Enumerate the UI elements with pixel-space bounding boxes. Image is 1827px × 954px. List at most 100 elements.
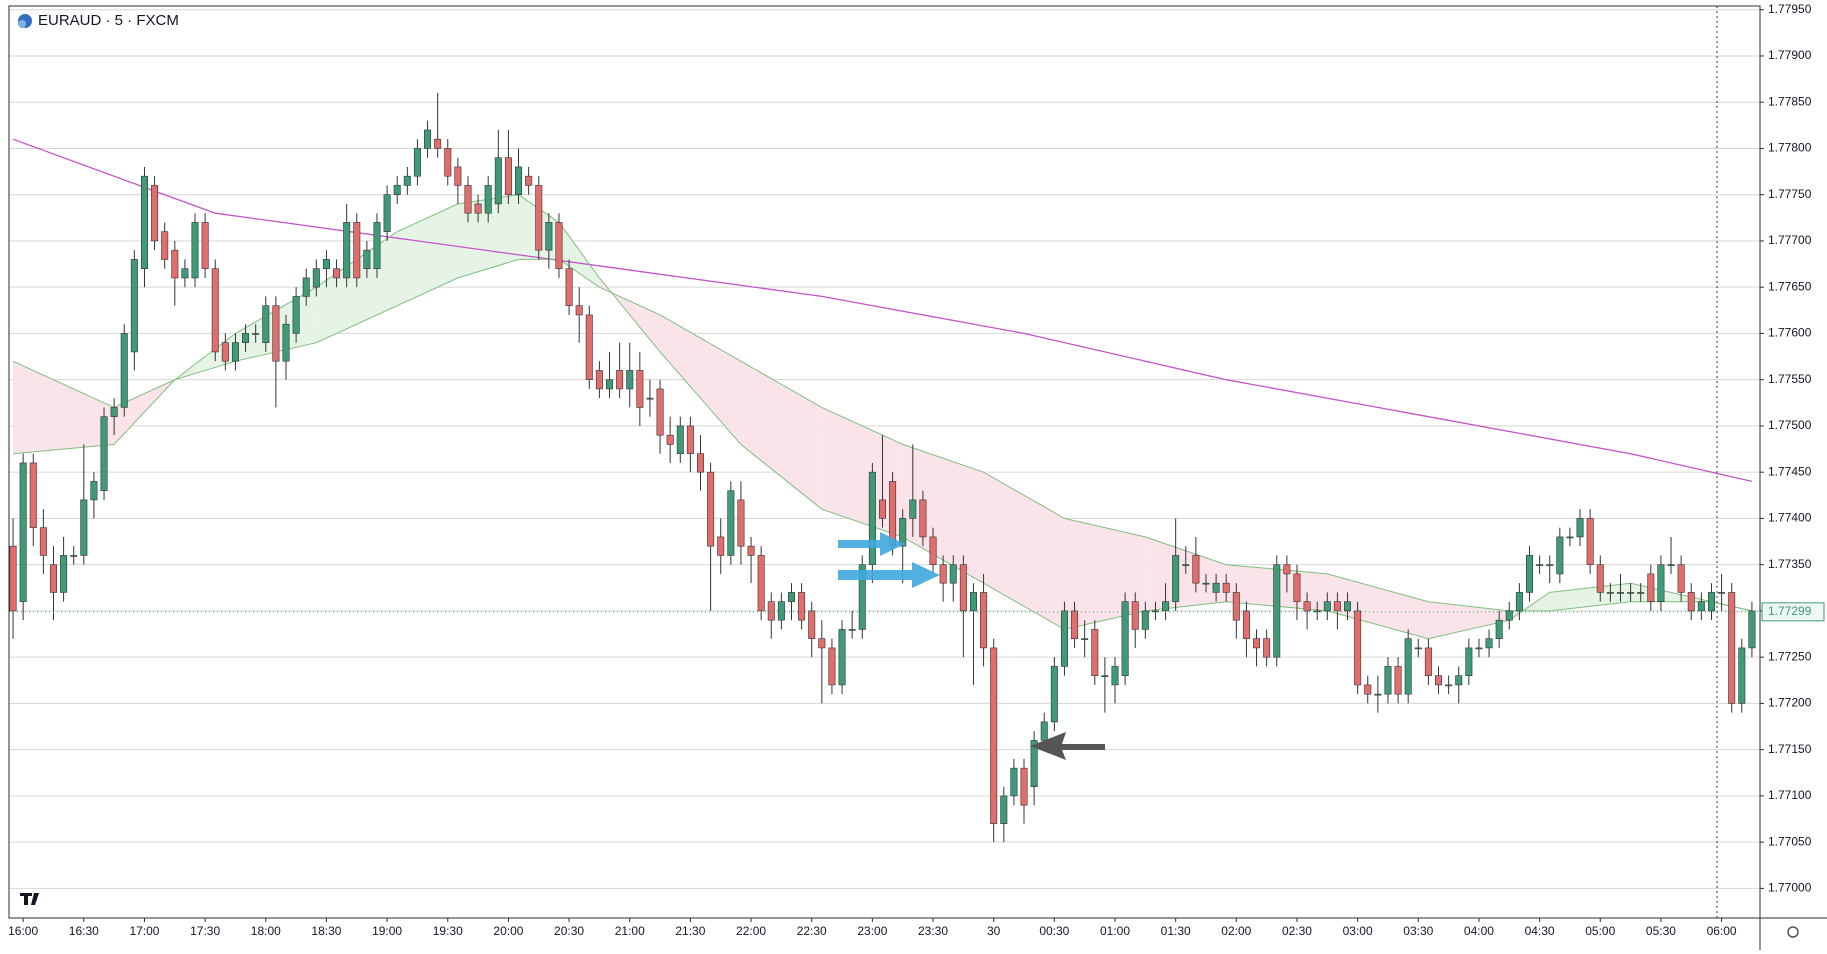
candle-body — [1707, 592, 1715, 612]
x-tick-label: 23:00 — [857, 924, 887, 938]
y-tick-label: 1.77700 — [1768, 233, 1812, 247]
candle-body — [100, 416, 108, 491]
candle-body — [949, 564, 957, 584]
candle-body — [1050, 666, 1058, 723]
band-fill — [397, 203, 458, 306]
candle-body — [312, 268, 320, 288]
x-tick-label: 02:30 — [1282, 924, 1312, 938]
candle-body — [545, 222, 553, 251]
candle-body — [39, 527, 47, 556]
candle-body — [767, 601, 775, 621]
candle-body — [1697, 601, 1705, 612]
candle-body — [211, 268, 219, 353]
candle-body — [1556, 536, 1564, 575]
last-price-box — [1761, 602, 1825, 622]
candle-body — [130, 259, 138, 353]
x-tick-label: 20:00 — [493, 924, 523, 938]
candle-body — [191, 222, 199, 279]
candle-body — [403, 175, 411, 186]
candle-body — [252, 333, 260, 335]
candle-body — [9, 545, 17, 612]
candle-body — [353, 222, 361, 279]
candle-body — [626, 370, 634, 390]
candle-body — [1515, 592, 1523, 612]
band-fill — [13, 361, 115, 454]
candle-body — [1424, 647, 1432, 676]
candle-body — [292, 296, 300, 334]
y-tick-label: 1.77150 — [1768, 742, 1812, 756]
candle-body — [747, 545, 755, 556]
candle-body — [383, 194, 391, 232]
candle-body — [1404, 638, 1412, 695]
candle-body — [1394, 666, 1402, 695]
y-tick-label: 1.77950 — [1768, 2, 1812, 16]
settings-icon[interactable] — [1787, 926, 1799, 938]
candle-body — [242, 333, 250, 343]
band-fill — [558, 222, 600, 288]
candle-body — [282, 323, 290, 362]
x-tick-label: 19:30 — [433, 924, 463, 938]
candle-body — [363, 249, 371, 269]
logo — [20, 893, 39, 905]
candle-body — [1212, 582, 1220, 593]
candle-body — [889, 481, 897, 547]
candle-body — [595, 370, 603, 390]
candle-body — [757, 555, 765, 612]
candle-body — [1172, 555, 1180, 602]
candle-body — [1435, 675, 1443, 686]
candle-body — [272, 305, 280, 362]
candle-body — [1495, 619, 1503, 639]
candle-body — [787, 592, 795, 602]
x-tick-label: 30 — [987, 924, 1001, 938]
candle-body — [1182, 564, 1190, 566]
x-tick-label: 22:30 — [797, 924, 827, 938]
candle-body — [1364, 684, 1372, 695]
y-tick-label: 1.77400 — [1768, 511, 1812, 525]
candle-body — [1485, 638, 1493, 649]
y-tick-label: 1.77050 — [1768, 834, 1812, 848]
x-tick-label: 04:00 — [1464, 924, 1494, 938]
candle-body — [1546, 564, 1554, 566]
candle-body — [1293, 573, 1301, 602]
candle-body — [322, 259, 330, 269]
candle-body — [1111, 666, 1119, 686]
x-tick-label: 05:30 — [1646, 924, 1676, 938]
candle-body — [990, 647, 998, 824]
x-tick-label: 22:00 — [736, 924, 766, 938]
candle-body — [1273, 564, 1281, 658]
candle-body — [343, 222, 351, 279]
candle-body — [1344, 601, 1352, 612]
candle-body — [777, 601, 785, 621]
candle-body — [90, 481, 98, 501]
candle-body — [828, 647, 836, 686]
x-tick-label: 16:30 — [69, 924, 99, 938]
candle-body — [1060, 610, 1068, 667]
candle-body — [1677, 564, 1685, 593]
candle-body — [1525, 555, 1533, 593]
candle-body — [1192, 555, 1200, 584]
candle-body — [161, 231, 169, 260]
candle-body — [393, 185, 401, 195]
candle-body — [818, 638, 826, 649]
candle-body — [1222, 582, 1230, 593]
x-tick-label: 18:30 — [311, 924, 341, 938]
candle-body — [1374, 693, 1382, 696]
candle-body — [19, 462, 27, 602]
candle-body — [181, 268, 189, 279]
y-tick-label: 1.77100 — [1768, 788, 1812, 802]
candle-body — [535, 185, 543, 251]
candle-body — [333, 268, 341, 279]
candle-body — [1323, 601, 1331, 612]
candle-body — [676, 425, 684, 454]
annotation-arrow — [1030, 732, 1105, 760]
candle-body — [1333, 601, 1341, 612]
plot-layer — [9, 9, 1760, 889]
candle-body — [929, 536, 937, 565]
candle-body — [302, 277, 310, 297]
candle-body — [1606, 592, 1614, 594]
y-tick-label: 1.77550 — [1768, 372, 1812, 386]
y-tick-label: 1.77650 — [1768, 279, 1812, 293]
candle-body — [1465, 647, 1473, 676]
candle-body — [1162, 601, 1170, 612]
